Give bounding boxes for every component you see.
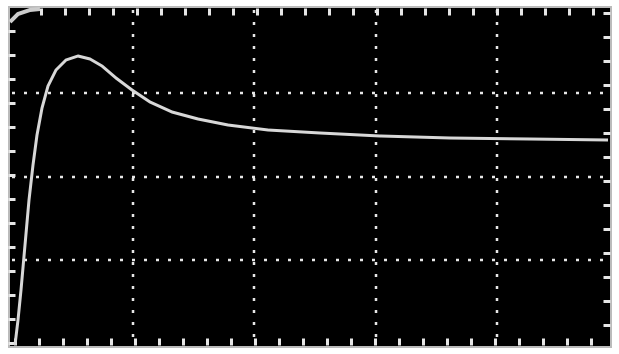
oscilloscope-screen [0,0,619,354]
page [0,0,619,354]
